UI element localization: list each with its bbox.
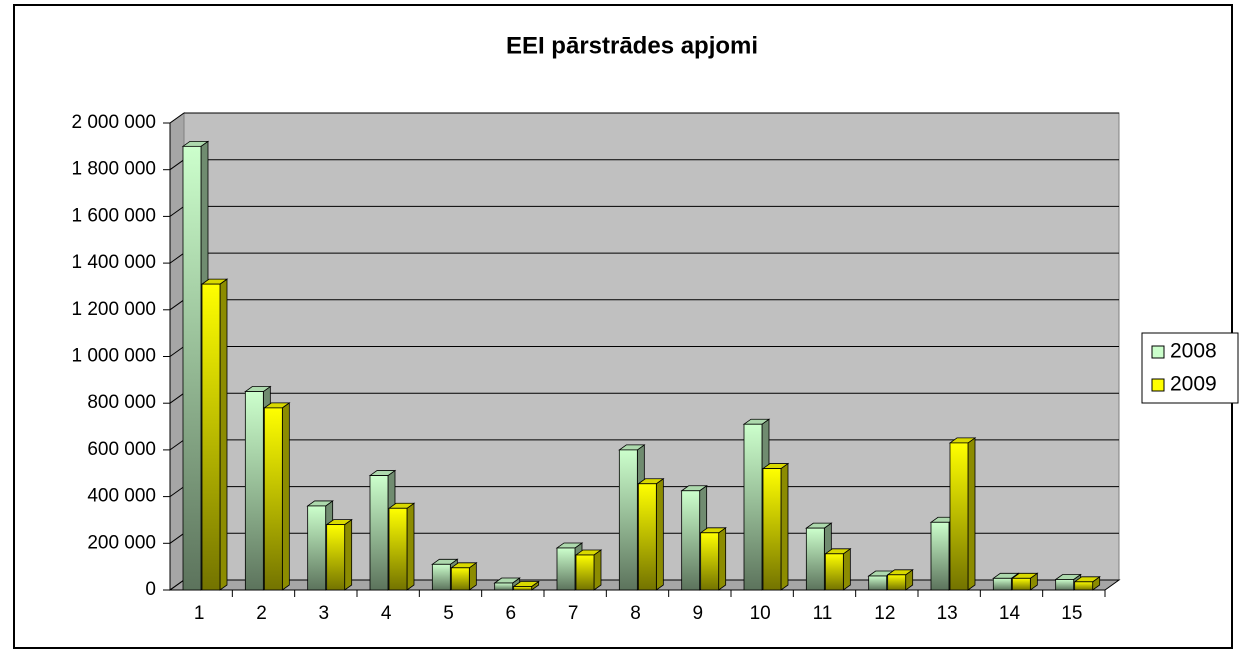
bar-side xyxy=(219,278,228,591)
bar-front xyxy=(182,145,202,591)
y-tick-label: 1 800 000 xyxy=(71,159,156,180)
bar-front xyxy=(575,554,595,591)
grid-line-side xyxy=(169,532,185,544)
bar-front xyxy=(307,505,327,591)
bar xyxy=(824,548,852,591)
x-tick-label: 5 xyxy=(443,603,454,624)
grid-line-side xyxy=(169,112,185,124)
bar-side xyxy=(281,402,290,591)
y-tick-label: 1 400 000 xyxy=(71,252,156,273)
bar-front xyxy=(949,442,969,591)
bar xyxy=(886,569,914,591)
x-tick-label: 8 xyxy=(630,603,641,624)
bar-front xyxy=(805,527,825,591)
y-tick-label: 2 000 000 xyxy=(71,112,156,133)
x-tick-label: 4 xyxy=(381,603,392,624)
y-tick-label: 600 000 xyxy=(87,439,156,460)
bar-front xyxy=(450,567,470,591)
y-tick-label: 400 000 xyxy=(87,486,156,507)
bar-front xyxy=(887,574,907,591)
bar-front xyxy=(762,468,782,591)
bar-side xyxy=(842,548,851,591)
chart-title: EEI pārstrādes apjomi xyxy=(506,32,758,59)
bar-front xyxy=(326,524,346,591)
legend-label: 2009 xyxy=(1170,373,1217,396)
bar xyxy=(1073,576,1101,591)
bar xyxy=(263,402,291,591)
x-tick-label: 2 xyxy=(256,603,267,624)
bar-side xyxy=(780,462,789,591)
bar-front xyxy=(1055,579,1075,591)
bar-front xyxy=(700,532,720,591)
grid-line-side xyxy=(169,392,185,404)
bar xyxy=(512,580,540,591)
bar xyxy=(450,562,478,591)
bar-front xyxy=(824,553,844,591)
bar-front xyxy=(868,575,888,591)
x-tick-label: 15 xyxy=(1061,603,1082,624)
bar-side xyxy=(593,549,602,591)
bar xyxy=(637,477,665,591)
grid-line-side xyxy=(169,486,185,498)
bar-side xyxy=(655,477,664,591)
grid-line-side xyxy=(169,579,185,591)
bar-front xyxy=(369,475,389,591)
bar xyxy=(200,278,229,591)
bar-front xyxy=(513,586,533,591)
y-tick-label: 1 600 000 xyxy=(71,205,156,226)
bar xyxy=(948,437,977,591)
grid-line-side xyxy=(169,346,185,357)
bar xyxy=(325,518,353,591)
bar-front xyxy=(244,391,264,591)
legend-swatch xyxy=(1151,345,1165,359)
grid-line-side xyxy=(169,205,185,217)
grid-line-side xyxy=(169,439,185,451)
bar xyxy=(574,549,603,591)
bar-front xyxy=(637,483,657,591)
y-tick-label: 800 000 xyxy=(87,392,156,413)
x-tick-label: 6 xyxy=(506,603,517,624)
bar-side xyxy=(344,518,353,591)
y-tick-label: 1 000 000 xyxy=(71,346,156,367)
x-tick-label: 11 xyxy=(813,603,833,624)
grid-line-side xyxy=(169,252,185,264)
bar-front xyxy=(201,283,221,591)
bar-front xyxy=(743,423,763,591)
grid-line-side xyxy=(169,159,185,171)
bar-side xyxy=(406,502,415,591)
x-tick-label: 14 xyxy=(999,603,1021,624)
bar xyxy=(761,462,790,591)
bar-front xyxy=(930,521,950,591)
bar-front xyxy=(431,563,451,591)
y-tick-label: 0 xyxy=(145,579,156,600)
legend-label: 2008 xyxy=(1170,340,1217,363)
bar-front xyxy=(1011,577,1031,591)
grid-line-side xyxy=(169,299,185,311)
bar-front xyxy=(556,547,576,591)
bar-front xyxy=(681,490,701,591)
y-tick-label: 1 200 000 xyxy=(71,299,156,320)
x-tick-label: 3 xyxy=(319,603,330,624)
y-tick-label: 200 000 xyxy=(87,532,156,553)
bar xyxy=(387,502,416,591)
bar xyxy=(1011,572,1039,591)
bar-front xyxy=(494,582,514,591)
bar-front xyxy=(992,577,1012,591)
bar-side xyxy=(967,437,976,591)
bar-front xyxy=(618,449,638,591)
bar-front xyxy=(1074,581,1094,591)
x-tick-label: 13 xyxy=(937,603,958,624)
bar-side xyxy=(718,527,727,591)
bar-front xyxy=(263,407,283,591)
x-tick-label: 1 xyxy=(194,603,205,624)
x-tick-label: 9 xyxy=(693,603,704,624)
bar-front xyxy=(388,507,408,591)
x-tick-label: 10 xyxy=(750,603,771,624)
x-tick-label: 7 xyxy=(568,603,579,624)
bar xyxy=(699,527,727,591)
legend-swatch xyxy=(1151,378,1165,392)
x-tick-label: 12 xyxy=(874,603,895,624)
